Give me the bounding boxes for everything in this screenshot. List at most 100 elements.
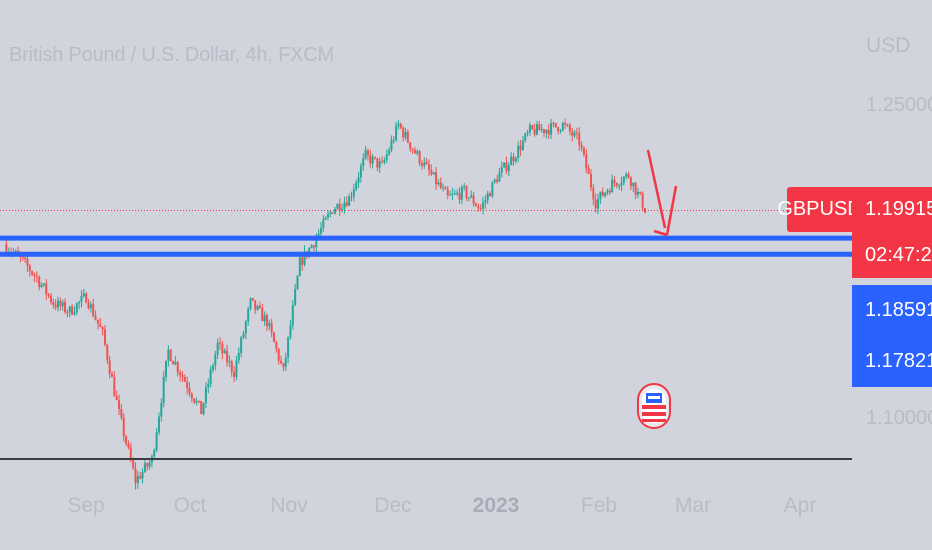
candle-body: [458, 192, 461, 200]
candle-body: [265, 315, 268, 327]
x-tick-label: Apr: [783, 494, 817, 517]
candle-body: [629, 177, 632, 187]
candle-body: [287, 337, 290, 358]
candle-body: [477, 206, 480, 208]
candle-body: [540, 129, 543, 131]
candle-body: [233, 371, 236, 377]
candle-body: [362, 158, 365, 167]
candle-body: [181, 375, 184, 378]
candle-body: [141, 471, 144, 479]
candle-body: [214, 354, 217, 366]
us-flag-icon[interactable]: [637, 383, 671, 429]
candle-body: [136, 476, 139, 484]
candle-body: [26, 258, 29, 267]
candle-body: [146, 463, 149, 467]
candle-body: [38, 277, 41, 287]
candle-body: [385, 154, 388, 161]
candle-body: [122, 417, 125, 437]
candle-body: [75, 303, 78, 313]
candle-body: [437, 182, 440, 185]
candle-body: [582, 147, 585, 155]
candle-body: [371, 156, 374, 164]
candle-body: [573, 132, 576, 136]
candle-body: [615, 183, 618, 186]
candle-body: [411, 148, 414, 150]
candle-body: [453, 193, 456, 195]
candle-body: [5, 244, 8, 253]
candle-body: [416, 151, 419, 154]
candle-body: [134, 468, 137, 484]
candle-body: [103, 329, 106, 345]
candle-body: [263, 315, 266, 322]
candle-body: [174, 362, 177, 365]
candle-body: [82, 293, 85, 296]
candle-body: [258, 305, 261, 309]
candle-body: [369, 155, 372, 164]
candle-body: [352, 189, 355, 197]
candle-body: [298, 257, 301, 276]
candle-body: [364, 150, 367, 159]
candle-body: [120, 409, 123, 418]
candle-body: [550, 123, 553, 135]
x-tick-label: Nov: [270, 494, 308, 517]
candle-body: [355, 182, 358, 190]
candle-body: [49, 295, 52, 302]
candle-body: [235, 360, 238, 377]
candle-body: [399, 123, 402, 128]
candle-body: [190, 393, 193, 399]
candle-body: [381, 161, 384, 163]
candle-body: [618, 185, 621, 187]
candle-body: [153, 450, 156, 457]
candle-body: [52, 301, 55, 305]
candle-body: [54, 304, 57, 308]
candle-body: [327, 214, 330, 218]
candle-body: [35, 275, 38, 278]
candle-body: [467, 197, 470, 199]
candle-body: [111, 373, 114, 378]
candle-body: [444, 187, 447, 190]
candle-body: [604, 192, 607, 197]
level-upper-label: 1.18591: [852, 285, 932, 335]
x-tick-label: Oct: [173, 494, 207, 517]
candle-body: [409, 142, 412, 149]
candle-body: [350, 196, 353, 198]
candle-body: [249, 298, 252, 309]
candle-body: [162, 376, 165, 403]
chart-title: British Pound / U.S. Dollar, 4h, FXCM: [9, 44, 334, 66]
candle-body: [280, 360, 283, 364]
candle-body: [237, 352, 240, 361]
candle-body: [641, 193, 644, 209]
candle-body: [125, 436, 128, 444]
candle-body: [101, 327, 104, 330]
candle-body: [406, 131, 409, 143]
candle-body: [24, 257, 27, 259]
candle-body: [242, 333, 245, 338]
candle-body: [425, 162, 428, 164]
candle-body: [413, 149, 416, 154]
candle-body: [533, 128, 536, 135]
candle-body: [282, 363, 285, 367]
candle-body: [505, 162, 508, 172]
candle-body: [78, 301, 81, 304]
candle-body: [608, 190, 611, 193]
candle-body: [568, 125, 571, 132]
candle-body: [479, 207, 482, 209]
candle-body: [442, 187, 445, 189]
candle-body: [611, 179, 614, 193]
level-lower-label: 1.17821: [852, 335, 932, 387]
candle-body: [463, 186, 466, 188]
candle-body: [470, 195, 473, 198]
candle-body: [334, 209, 337, 214]
candle-body: [632, 182, 635, 187]
candle-body: [561, 122, 564, 131]
symbol-label: GBPUSD: [777, 187, 862, 232]
candle-body: [343, 202, 346, 209]
horizontal-levels: [0, 209, 852, 257]
candle-body: [61, 302, 64, 307]
candle-body: [474, 203, 477, 207]
candle-body: [329, 212, 332, 215]
candle-body: [451, 193, 454, 195]
candle-body: [268, 323, 271, 327]
